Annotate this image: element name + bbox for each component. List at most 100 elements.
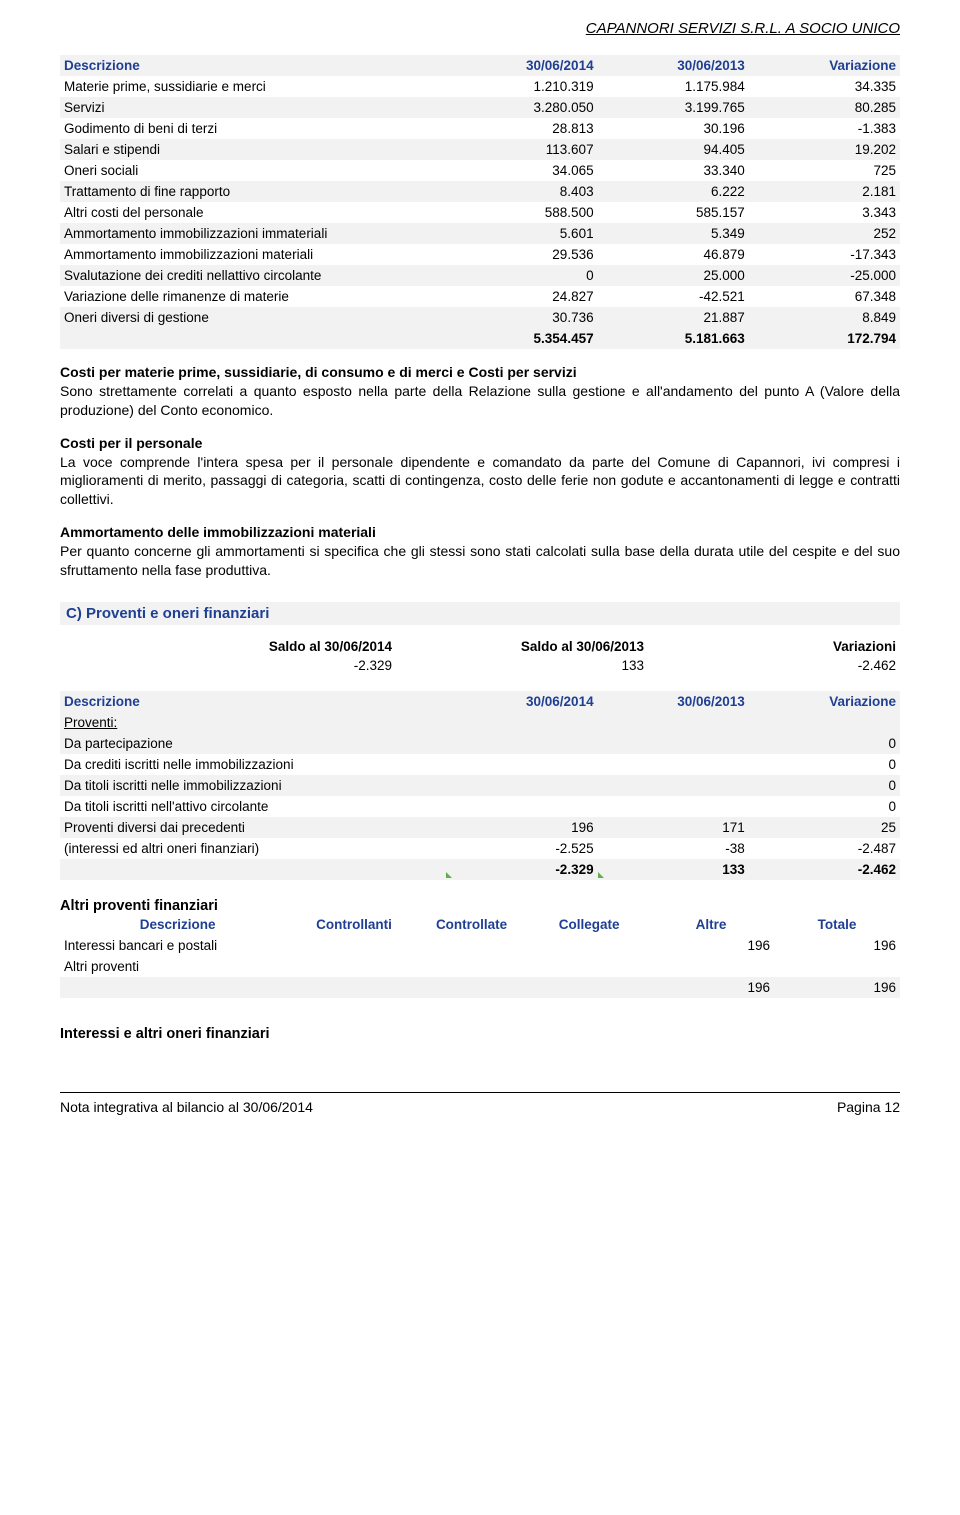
cell: 171: [598, 817, 749, 838]
table-row: Proventi diversi dai precedenti19617125: [60, 817, 900, 838]
cell: 30.736: [446, 307, 597, 328]
cell: Altri proventi: [60, 956, 295, 977]
footer-right: Pagina 12: [837, 1099, 900, 1115]
col-header: Controllanti: [295, 914, 413, 935]
cell: Ammortamento immobilizzazioni materiali: [60, 244, 446, 265]
cell: [530, 935, 648, 956]
cell: Ammortamento immobilizzazioni immaterial…: [60, 223, 446, 244]
footer-left: Nota integrativa al bilancio al 30/06/20…: [60, 1099, 313, 1115]
cell: [598, 733, 749, 754]
cell: 67.348: [749, 286, 900, 307]
col-header: Descrizione: [60, 914, 295, 935]
cell: [295, 977, 413, 998]
cell: [446, 733, 597, 754]
cell: 34.065: [446, 160, 597, 181]
table-row: Ammortamento immobilizzazioni immaterial…: [60, 223, 900, 244]
table-row: Descrizione 30/06/2014 30/06/2013 Variaz…: [60, 691, 900, 712]
cell: Altri costi del personale: [60, 202, 446, 223]
cell: 172.794: [749, 328, 900, 349]
table-row: Descrizione Controllanti Controllate Col…: [60, 914, 900, 935]
cell: Da partecipazione: [60, 733, 446, 754]
cell: 0: [749, 733, 900, 754]
cell: -1.383: [749, 118, 900, 139]
cell: 30.196: [598, 118, 749, 139]
cell: 33.340: [598, 160, 749, 181]
col-header: 30/06/2013: [598, 55, 749, 76]
cell: 0: [446, 265, 597, 286]
table-row: Proventi:: [60, 712, 900, 733]
cell: -25.000: [749, 265, 900, 286]
table-row: Ammortamento immobilizzazioni materiali2…: [60, 244, 900, 265]
cell: 0: [749, 754, 900, 775]
cell: [295, 956, 413, 977]
col-header: 30/06/2014: [446, 691, 597, 712]
cell: 5.181.663: [598, 328, 749, 349]
cell: (interessi ed altri oneri finanziari): [60, 838, 446, 859]
cell: 725: [749, 160, 900, 181]
cell: 196: [774, 977, 900, 998]
cell: 8.849: [749, 307, 900, 328]
cell: Da crediti iscritti nelle immobilizzazio…: [60, 754, 446, 775]
marker-icon: [446, 872, 452, 878]
cell: [295, 935, 413, 956]
cell: 133: [396, 656, 648, 675]
cell: -2.329: [144, 656, 396, 675]
subheading: Proventi:: [60, 712, 446, 733]
col-header: Controllate: [413, 914, 531, 935]
table-proventi: Descrizione 30/06/2014 30/06/2013 Variaz…: [60, 691, 900, 880]
cell: 113.607: [446, 139, 597, 160]
cell: [446, 775, 597, 796]
cell: 94.405: [598, 139, 749, 160]
cell: 252: [749, 223, 900, 244]
cell: Oneri sociali: [60, 160, 446, 181]
table-row: Oneri sociali34.06533.340725: [60, 160, 900, 181]
table-row: Saldo al 30/06/2014 Saldo al 30/06/2013 …: [60, 637, 900, 656]
table-row: Da crediti iscritti nelle immobilizzazio…: [60, 754, 900, 775]
cell: 6.222: [598, 181, 749, 202]
col-header: Variazione: [749, 55, 900, 76]
table-row: Interessi bancari e postali196196: [60, 935, 900, 956]
cell: 24.827: [446, 286, 597, 307]
cell: 585.157: [598, 202, 749, 223]
para-body: Per quanto concerne gli ammortamenti si …: [60, 543, 900, 578]
cell: 5.349: [598, 223, 749, 244]
col-header: Saldo al 30/06/2014: [144, 637, 396, 656]
cell: 46.879: [598, 244, 749, 265]
cell: 0: [749, 796, 900, 817]
table-row: Da partecipazione 0: [60, 733, 900, 754]
cell: -17.343: [749, 244, 900, 265]
cell: 28.813: [446, 118, 597, 139]
cell: 34.335: [749, 76, 900, 97]
col-header: Variazione: [749, 691, 900, 712]
cell: 8.403: [446, 181, 597, 202]
cell: -2.329: [446, 859, 597, 880]
cell: [598, 754, 749, 775]
cell: -2.525: [446, 838, 597, 859]
table-row: Materie prime, sussidiarie e merci1.210.…: [60, 76, 900, 97]
cell: 588.500: [446, 202, 597, 223]
page-footer: Nota integrativa al bilancio al 30/06/20…: [60, 1092, 900, 1135]
col-header: 30/06/2013: [598, 691, 749, 712]
table-costs: Descrizione 30/06/2014 30/06/2013 Variaz…: [60, 55, 900, 349]
cell: 21.887: [598, 307, 749, 328]
para-title: Ammortamento delle immobilizzazioni mate…: [60, 524, 376, 540]
cell: [413, 935, 531, 956]
cell: [530, 956, 648, 977]
cell: -38: [598, 838, 749, 859]
cell: Servizi: [60, 97, 446, 118]
cell: Da titoli iscritti nelle immobilizzazion…: [60, 775, 446, 796]
table-title: Altri proventi finanziari: [60, 898, 900, 914]
cell: 196: [648, 935, 774, 956]
cell: Svalutazione dei crediti nellattivo circ…: [60, 265, 446, 286]
table-row: Descrizione 30/06/2014 30/06/2013 Variaz…: [60, 55, 900, 76]
table-row: (interessi ed altri oneri finanziari)-2.…: [60, 838, 900, 859]
table-row: Svalutazione dei crediti nellattivo circ…: [60, 265, 900, 286]
cell: 1.175.984: [598, 76, 749, 97]
col-header: Saldo al 30/06/2013: [396, 637, 648, 656]
table-row: Da titoli iscritti nelle immobilizzazion…: [60, 775, 900, 796]
cell: [446, 754, 597, 775]
cell: -2.462: [749, 859, 900, 880]
para-title: Costi per il personale: [60, 435, 202, 451]
cell: 196: [648, 977, 774, 998]
cell: 196: [446, 817, 597, 838]
